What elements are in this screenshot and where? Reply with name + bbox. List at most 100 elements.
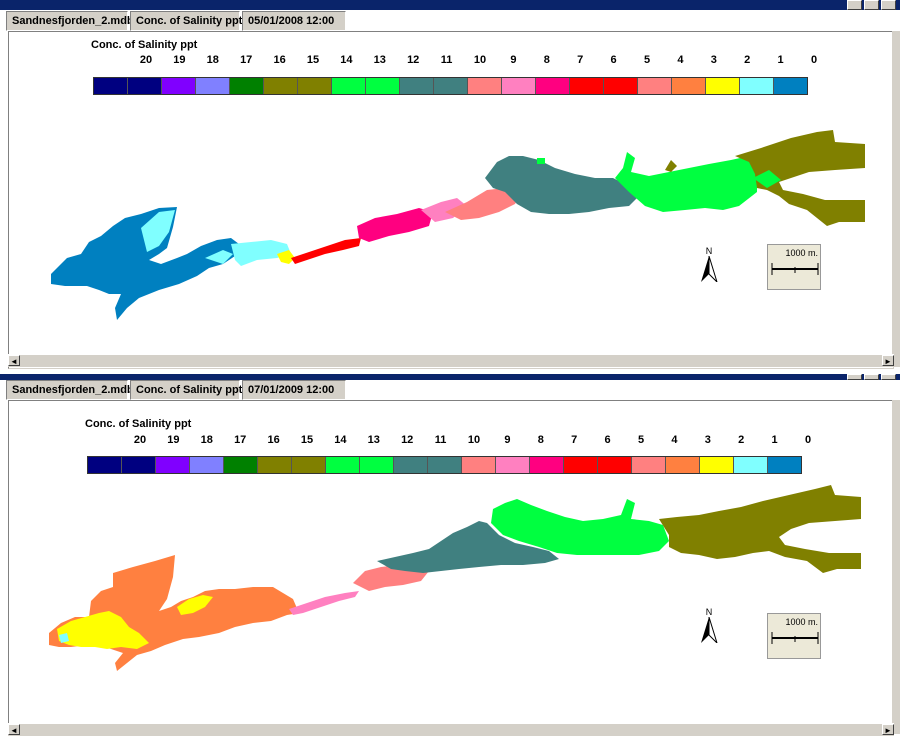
legend-swatch <box>298 78 332 94</box>
legend-tick-label: 10 <box>473 54 487 66</box>
legend-tick-label: 2 <box>744 54 751 66</box>
map-region <box>445 188 521 220</box>
close-button[interactable] <box>881 374 896 380</box>
map-region <box>615 152 757 212</box>
legend-swatch <box>502 78 536 94</box>
vertical-scrollbar[interactable] <box>892 31 900 367</box>
legend-tick-label: 16 <box>267 434 280 446</box>
north-arrow-icon <box>701 616 718 644</box>
filename-field: Sandnesfjorden_2.mdb <box>6 11 134 31</box>
map-region <box>491 499 669 555</box>
legend-swatch <box>122 457 156 473</box>
legend-tick-label: 1 <box>771 434 778 446</box>
scale-label: 1000 m. <box>785 617 818 627</box>
map-region <box>205 250 233 264</box>
scroll-left-button[interactable]: ◄ <box>8 355 20 366</box>
salinity-map <box>51 130 865 320</box>
map-region <box>735 130 865 226</box>
legend-tick-label: 18 <box>200 434 213 446</box>
legend-tick-label: 6 <box>604 434 611 446</box>
legend-swatch <box>156 457 190 473</box>
legend-tick-label: 14 <box>340 54 353 66</box>
legend-swatch <box>734 457 768 473</box>
map-region <box>291 238 361 264</box>
legend-color-bar <box>87 456 802 474</box>
info-bar: Sandnesfjorden_2.mdb Conc. of Salinity p… <box>6 11 348 31</box>
legend-swatch <box>434 78 468 94</box>
legend-swatch <box>632 457 666 473</box>
maximize-button[interactable] <box>864 0 879 10</box>
legend-tick-label: 10 <box>467 434 481 446</box>
map-region <box>49 555 299 671</box>
legend-swatch <box>604 78 638 94</box>
salinity-map <box>49 485 861 671</box>
legend-swatch <box>462 457 496 473</box>
legend-swatch <box>740 78 774 94</box>
legend-swatch <box>258 457 292 473</box>
map-region <box>659 485 861 573</box>
legend-tick-label: 17 <box>240 54 253 66</box>
legend-tick-label: 13 <box>373 54 386 66</box>
horizontal-scrollbar[interactable]: ◄ ► <box>8 354 894 367</box>
legend-swatch <box>700 457 734 473</box>
legend-swatch <box>666 457 700 473</box>
map-region <box>141 210 175 252</box>
scroll-left-button[interactable]: ◄ <box>8 724 20 735</box>
legend-tick-label: 1 <box>777 54 784 66</box>
legend-tick-label: 9 <box>510 54 517 66</box>
map-region <box>289 591 359 615</box>
legend-tick-label: 2 <box>738 434 745 446</box>
north-arrow: N <box>699 246 719 284</box>
minimize-button[interactable] <box>847 0 862 10</box>
legend-title: Conc. of Salinity ppt <box>85 418 192 430</box>
vertical-scrollbar[interactable] <box>892 400 900 734</box>
parameter-field: Conc. of Salinity ppt <box>130 380 242 400</box>
legend-tick-label: 9 <box>504 434 511 446</box>
scale-bar-icon <box>771 632 819 644</box>
legend-tick-label: 8 <box>537 434 544 446</box>
legend-swatch <box>224 457 258 473</box>
map-region <box>231 240 291 266</box>
legend-tick-label: 15 <box>300 434 314 446</box>
maximize-button[interactable] <box>864 374 879 380</box>
scale-bar: 1000 m. <box>767 613 821 659</box>
legend-swatch <box>326 457 360 473</box>
map-canvas[interactable]: Conc. of Salinity ppt 20 19 18 17 16 15 14 13 12… <box>8 400 894 736</box>
legend-tick-label: 4 <box>671 434 678 446</box>
legend-swatch <box>190 457 224 473</box>
legend-swatch <box>366 78 400 94</box>
map-region <box>59 633 69 643</box>
map-canvas[interactable]: Conc. of Salinity ppt 20 19 18 17 16 15 14 13 12… <box>8 31 894 369</box>
map-region <box>485 156 637 214</box>
window-titlebar[interactable] <box>0 0 900 10</box>
legend-swatch <box>570 78 604 94</box>
legend-swatch <box>530 457 564 473</box>
legend-swatch <box>264 78 298 94</box>
legend-tick-label: 0 <box>810 54 818 66</box>
legend-tick-label: 15 <box>306 54 320 66</box>
map-region <box>421 198 467 222</box>
legend-tick-label: 5 <box>643 54 651 66</box>
legend-swatch <box>332 78 366 94</box>
legend-swatch <box>128 78 162 94</box>
legend-tick-label: 0 <box>804 434 812 446</box>
legend-tick-label: 7 <box>571 434 578 446</box>
scroll-right-button[interactable]: ► <box>882 355 894 366</box>
legend-tick-label: 8 <box>543 54 550 66</box>
minimize-button[interactable] <box>847 374 862 380</box>
legend-swatch <box>162 78 196 94</box>
scale-bar: 1000 m. <box>767 244 821 290</box>
legend-tick-labels: 20 19 18 17 16 15 14 13 12 11 10 9 8 7 6 5 4 3 2 1 0 <box>123 434 823 448</box>
close-button[interactable] <box>881 0 896 10</box>
legend-swatch <box>496 457 530 473</box>
legend-tick-label: 13 <box>367 434 380 446</box>
datetime-field: 05/01/2008 12:00 <box>242 11 346 31</box>
legend-swatch <box>428 457 462 473</box>
scroll-right-button[interactable]: ► <box>882 724 894 735</box>
map-region <box>377 521 559 573</box>
legend-tick-label: 12 <box>407 54 420 66</box>
legend-tick-label: 7 <box>577 54 584 66</box>
horizontal-scrollbar[interactable]: ◄ ► <box>8 723 894 736</box>
legend-tick-label: 5 <box>637 434 645 446</box>
window-titlebar[interactable] <box>0 374 900 380</box>
